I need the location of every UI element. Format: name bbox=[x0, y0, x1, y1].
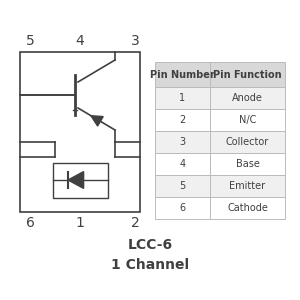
Bar bbox=[210, 153, 285, 175]
Bar bbox=[210, 109, 285, 131]
Text: 6: 6 bbox=[26, 216, 34, 230]
Text: 2: 2 bbox=[179, 115, 186, 125]
Text: 4: 4 bbox=[76, 34, 84, 48]
Bar bbox=[155, 131, 210, 153]
Text: 1: 1 bbox=[179, 93, 186, 103]
Bar bbox=[210, 197, 285, 219]
Bar bbox=[155, 87, 210, 109]
Text: 5: 5 bbox=[179, 181, 186, 191]
Text: 4: 4 bbox=[179, 159, 186, 169]
Polygon shape bbox=[91, 116, 103, 126]
Text: Pin Number: Pin Number bbox=[150, 70, 215, 80]
Text: Anode: Anode bbox=[232, 93, 263, 103]
Bar bbox=[155, 109, 210, 131]
Text: 3: 3 bbox=[130, 34, 140, 48]
Bar bbox=[52, 163, 107, 197]
Text: Base: Base bbox=[236, 159, 260, 169]
Text: N/C: N/C bbox=[239, 115, 256, 125]
Bar bbox=[155, 62, 285, 87]
Text: 2: 2 bbox=[130, 216, 140, 230]
Bar bbox=[155, 153, 210, 175]
Text: Pin Function: Pin Function bbox=[213, 70, 282, 80]
Text: 1: 1 bbox=[76, 216, 84, 230]
Text: Emitter: Emitter bbox=[230, 181, 266, 191]
Bar bbox=[210, 87, 285, 109]
Bar bbox=[20, 52, 140, 212]
Text: 5: 5 bbox=[26, 34, 34, 48]
Bar bbox=[155, 197, 210, 219]
Bar bbox=[155, 175, 210, 197]
Text: 6: 6 bbox=[179, 203, 186, 213]
Text: 3: 3 bbox=[179, 137, 186, 147]
Text: Cathode: Cathode bbox=[227, 203, 268, 213]
Text: LCC-6: LCC-6 bbox=[128, 238, 172, 252]
Text: Collector: Collector bbox=[226, 137, 269, 147]
Bar bbox=[210, 175, 285, 197]
Polygon shape bbox=[68, 172, 84, 188]
Text: 1 Channel: 1 Channel bbox=[111, 258, 189, 272]
Bar bbox=[210, 131, 285, 153]
